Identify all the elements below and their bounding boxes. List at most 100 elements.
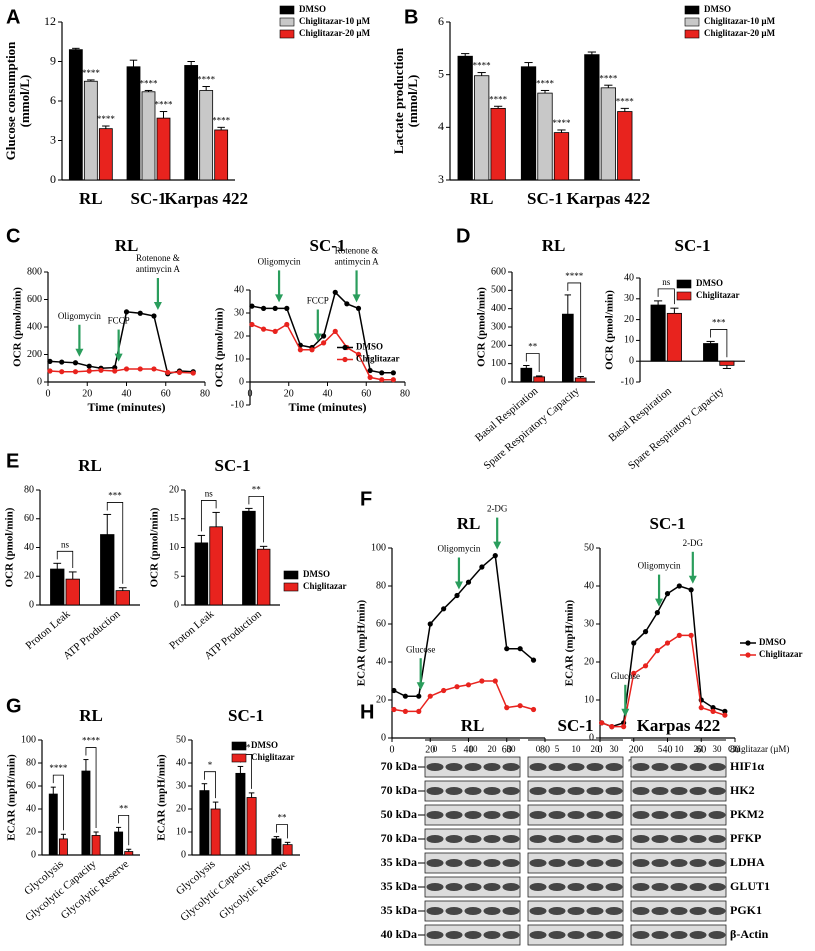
blot-band: [502, 835, 520, 843]
panel-label: F: [360, 488, 372, 510]
protein-label: HIF1α: [730, 759, 764, 773]
treatment-arrowhead: [352, 294, 361, 303]
y-axis-label: ECAR (mpH/min): [156, 754, 168, 841]
y-tick-label: 6: [50, 93, 56, 107]
legend-swatch: [279, 17, 295, 27]
bar: [199, 90, 214, 181]
point: [98, 367, 104, 373]
blot-band: [670, 859, 688, 867]
y-tick-label: 0: [381, 732, 386, 743]
point: [390, 377, 396, 383]
legend-marker: [342, 356, 348, 363]
legend-label: Chiglitazar: [356, 354, 400, 364]
bar: [100, 534, 115, 606]
blot-band: [670, 811, 688, 819]
point: [249, 321, 255, 328]
x-tick-label: 0: [46, 388, 51, 399]
panel-label: B: [404, 6, 418, 28]
x-tick-label: 60: [361, 388, 371, 399]
y-tick-label: 400: [27, 321, 42, 332]
bar: [98, 128, 113, 181]
significance-label: ****: [552, 118, 571, 128]
legend-swatch: [684, 29, 700, 39]
x-tick-label: 0: [598, 744, 603, 755]
bar: [282, 844, 293, 856]
point: [609, 724, 615, 730]
series-line: [601, 634, 726, 728]
bar: [574, 377, 587, 383]
y-tick-label: 80: [26, 757, 36, 768]
bar: [617, 111, 633, 181]
bar: [520, 66, 537, 181]
panel-label: G: [6, 695, 22, 717]
protein-label: β-Actin: [730, 927, 769, 941]
blot-band: [502, 931, 520, 939]
dose-label: 0: [639, 744, 644, 754]
bar: [91, 835, 101, 856]
significance-label: ns: [662, 277, 671, 287]
bar: [209, 526, 223, 606]
legend-label: DMSO: [356, 342, 383, 352]
x-tick-label: 60: [502, 744, 512, 755]
blot-band: [483, 835, 501, 843]
bar: [703, 343, 719, 362]
blot-band: [426, 763, 444, 771]
blot-band: [548, 787, 566, 795]
y-tick-label: 0: [589, 732, 594, 743]
bar: [65, 578, 80, 606]
bar: [457, 55, 473, 181]
blot-band: [529, 763, 547, 771]
blot-band: [605, 931, 623, 939]
blot-band: [426, 811, 444, 819]
x-tick-label: 80: [730, 744, 740, 755]
y-tick-label: 80: [24, 484, 34, 495]
blot-band: [529, 859, 547, 867]
y-tick-label: 200: [491, 340, 506, 351]
point: [355, 351, 362, 357]
blot-band: [548, 883, 566, 891]
blot-band: [483, 811, 501, 819]
blot-band: [426, 859, 444, 867]
blot-band: [651, 931, 669, 939]
treatment-label: Rotenone &: [136, 253, 180, 263]
molecular-weight: 70 kDa: [381, 759, 417, 773]
blot-band: [445, 907, 463, 915]
blot-band: [567, 787, 585, 795]
blot-group-label: RL: [461, 716, 485, 735]
point: [454, 684, 460, 690]
point: [676, 583, 682, 589]
panel-label: D: [456, 225, 470, 247]
dose-label: 20: [488, 744, 498, 754]
point: [137, 310, 143, 316]
y-tick-label: 0: [501, 376, 506, 387]
bar: [58, 838, 68, 856]
blot-band: [605, 859, 623, 867]
point: [710, 708, 716, 715]
blot-band: [567, 763, 585, 771]
significance-label: ***: [712, 318, 726, 328]
blot-band: [483, 859, 501, 867]
chart-title: RL: [542, 236, 566, 255]
bar: [561, 313, 574, 383]
bar: [114, 831, 124, 856]
x-tick-label: SC-1: [131, 189, 167, 208]
blot-band: [529, 931, 547, 939]
dose-label: 0: [536, 744, 541, 754]
panel-label: E: [6, 450, 19, 472]
x-tick-label: Karpas 422: [567, 189, 651, 208]
blot-band: [708, 883, 726, 891]
blot-band: [426, 883, 444, 891]
point: [688, 632, 694, 639]
protein-label: PKM2: [730, 807, 764, 821]
x-tick-label: 0: [248, 388, 253, 399]
y-tick-label: 0: [239, 376, 244, 387]
y-tick-label: 20: [584, 656, 594, 667]
series-line: [601, 585, 726, 728]
treatment-label: Oligomycin: [638, 561, 681, 571]
point: [391, 706, 397, 713]
point: [722, 712, 728, 718]
bar: [156, 117, 171, 181]
panel-label: H: [360, 701, 374, 723]
treatment-arrowhead: [493, 541, 502, 550]
y-tick-label: 80: [376, 580, 386, 591]
